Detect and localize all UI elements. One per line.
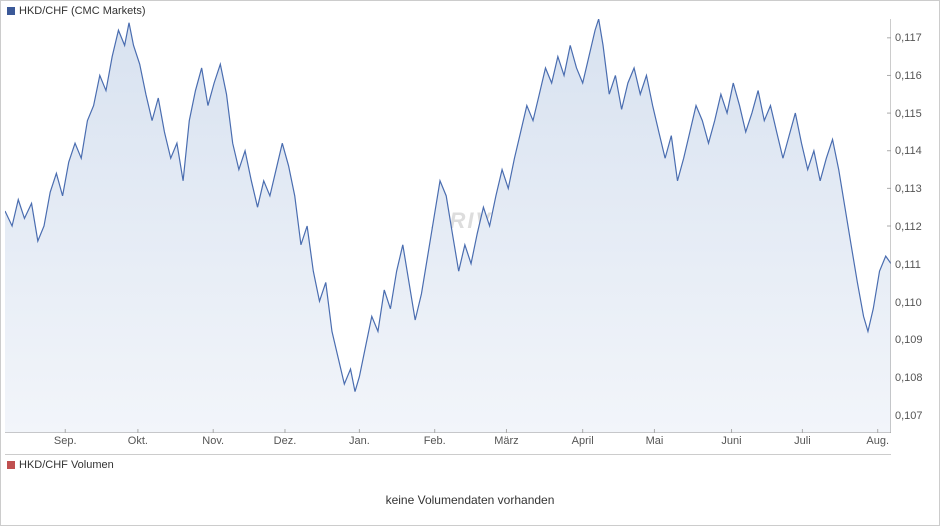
chart-divider [5,454,891,455]
y-tick-label: 0,114 [895,145,922,157]
x-tick-label: Jan. [349,435,370,447]
x-tick-label: Okt. [128,435,148,447]
x-tick-label: Sep. [54,435,77,447]
x-tick-label: Dez. [274,435,297,447]
volume-message: keine Volumendaten vorhanden [1,493,939,507]
y-tick-label: 0,111 [895,259,921,271]
x-tick-label: Nov. [202,435,224,447]
x-tick-label: Aug. [866,435,889,447]
legend-marker-volume [7,461,15,469]
y-tick-label: 0,108 [895,372,923,384]
volume-legend: HKD/CHF Volumen [7,459,114,471]
y-tick-label: 0,117 [895,32,922,44]
y-tick-label: 0,107 [895,410,923,422]
y-tick-label: 0,110 [895,297,922,309]
chart-container: HKD/CHF (CMC Markets) ARIVA 0,1070,1080,… [0,0,940,526]
x-tick-label: Feb. [424,435,446,447]
y-tick-label: 0,112 [895,221,922,233]
x-tick-label: März [494,435,518,447]
legend-marker-main [7,7,15,15]
chart-legend-top: HKD/CHF (CMC Markets) [7,5,146,17]
x-tick-label: April [572,435,594,447]
chart-plot-area [5,19,891,433]
volume-legend-label: HKD/CHF Volumen [19,459,114,471]
y-tick-label: 0,113 [895,183,922,195]
x-tick-label: Juli [794,435,811,447]
chart-svg [5,19,891,433]
y-tick-label: 0,115 [895,108,922,120]
y-tick-label: 0,116 [895,70,922,82]
x-tick-label: Mai [646,435,664,447]
x-axis-labels: Sep. Okt. Nov. Dez. Jan. Feb. März April Mai Juni… [5,435,891,451]
y-axis-labels: 0,107 0,108 0,109 0,110 0,111 0,112 0,113 0,114… [893,19,935,433]
x-tick-label: Juni [721,435,741,447]
chart-title: HKD/CHF (CMC Markets) [19,5,146,17]
y-tick-label: 0,109 [895,334,923,346]
